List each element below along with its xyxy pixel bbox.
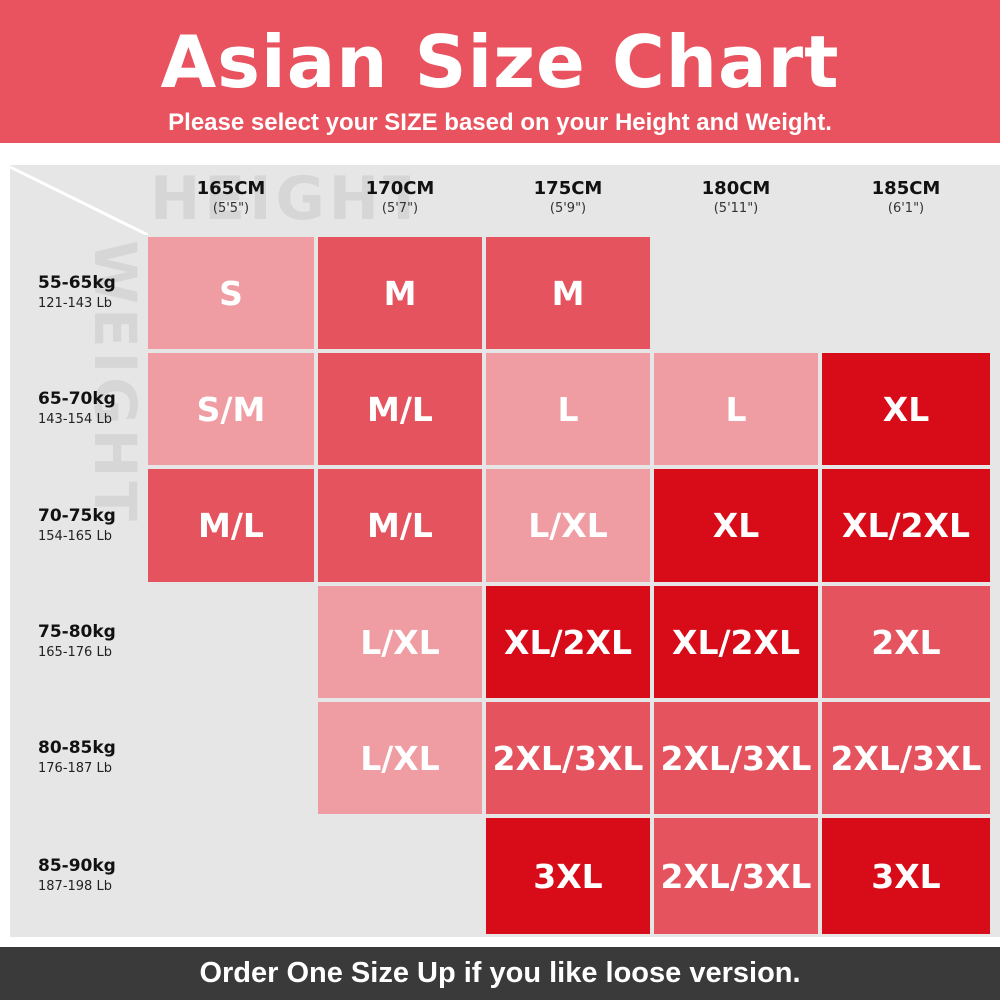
header-banner: Asian Size Chart Please select your SIZE… — [0, 0, 1000, 143]
column-header-height: 180CM (5'11") — [654, 178, 818, 230]
row-weight-lb: 165-176 Lb — [38, 645, 112, 660]
column-header-height: 165CM (5'5") — [148, 178, 314, 230]
size-cell: 2XL/3XL — [486, 702, 650, 814]
size-cell — [148, 702, 314, 814]
size-cell: M — [318, 237, 482, 349]
column-header-height: 170CM (5'7") — [318, 178, 482, 230]
row-weight-kg: 80-85kg — [38, 738, 116, 758]
size-cell: XL — [822, 353, 990, 465]
row-header-weight: 80-85kg 176-187 Lb — [20, 736, 146, 778]
row-weight-kg: 70-75kg — [38, 506, 116, 526]
size-cell: 3XL — [822, 818, 990, 934]
row-header-weight: 85-90kg 187-198 Lb — [20, 854, 146, 896]
page-title: Asian Size Chart — [160, 20, 840, 104]
size-cell: 2XL/3XL — [822, 702, 990, 814]
size-cell: L/XL — [318, 702, 482, 814]
size-cell: M/L — [318, 353, 482, 465]
size-cell: M/L — [318, 469, 482, 582]
column-height-ft: (5'7") — [381, 201, 419, 216]
footer-note: Order One Size Up if you like loose vers… — [0, 947, 1000, 1000]
column-height-ft: (5'5") — [212, 201, 250, 216]
size-cell: M/L — [148, 469, 314, 582]
row-weight-lb: 154-165 Lb — [38, 529, 112, 544]
size-cell: 2XL/3XL — [654, 702, 818, 814]
size-cell: M — [486, 237, 650, 349]
corner-divider — [10, 165, 148, 235]
column-height-cm: 180CM — [701, 178, 771, 199]
size-cell — [318, 818, 482, 934]
column-height-cm: 185CM — [871, 178, 941, 199]
size-cell: 2XL — [822, 586, 990, 698]
row-header-weight: 65-70kg 143-154 Lb — [20, 387, 146, 429]
row-header-weight: 70-75kg 154-165 Lb — [20, 504, 146, 546]
column-height-ft: (6'1") — [887, 201, 925, 216]
column-height-ft: (5'9") — [549, 201, 587, 216]
row-weight-kg: 65-70kg — [38, 389, 116, 409]
row-header-weight: 75-80kg 165-176 Lb — [20, 620, 146, 662]
size-cell: XL — [654, 469, 818, 582]
size-cell: 3XL — [486, 818, 650, 934]
row-weight-lb: 143-154 Lb — [38, 412, 112, 427]
row-weight-lb: 187-198 Lb — [38, 879, 112, 894]
size-cell: L — [486, 353, 650, 465]
height-watermark: HEIGHT — [150, 166, 410, 232]
weight-watermark: WEIGHT — [81, 240, 149, 525]
column-header-height: 175CM (5'9") — [486, 178, 650, 230]
size-cell: S/M — [148, 353, 314, 465]
row-weight-kg: 55-65kg — [38, 273, 116, 293]
column-height-cm: 165CM — [196, 178, 266, 199]
size-cell: 2XL/3XL — [654, 818, 818, 934]
row-weight-lb: 176-187 Lb — [38, 761, 112, 776]
size-cell: L/XL — [318, 586, 482, 698]
size-cell — [148, 818, 314, 934]
size-cell — [822, 237, 990, 349]
column-height-cm: 170CM — [365, 178, 435, 199]
row-header-weight: 55-65kg 121-143 Lb — [20, 271, 146, 313]
size-cell: S — [148, 237, 314, 349]
size-cell: XL/2XL — [822, 469, 990, 582]
size-cell: XL/2XL — [654, 586, 818, 698]
size-cell: XL/2XL — [486, 586, 650, 698]
column-header-height: 185CM (6'1") — [822, 178, 990, 230]
size-cell: L/XL — [486, 469, 650, 582]
row-weight-kg: 85-90kg — [38, 856, 116, 876]
size-cell — [148, 586, 314, 698]
size-cell: L — [654, 353, 818, 465]
page-subtitle: Please select your SIZE based on your He… — [168, 109, 832, 136]
column-height-cm: 175CM — [533, 178, 603, 199]
row-weight-kg: 75-80kg — [38, 622, 116, 642]
column-height-ft: (5'11") — [713, 201, 759, 216]
row-weight-lb: 121-143 Lb — [38, 296, 112, 311]
size-cell — [654, 237, 818, 349]
